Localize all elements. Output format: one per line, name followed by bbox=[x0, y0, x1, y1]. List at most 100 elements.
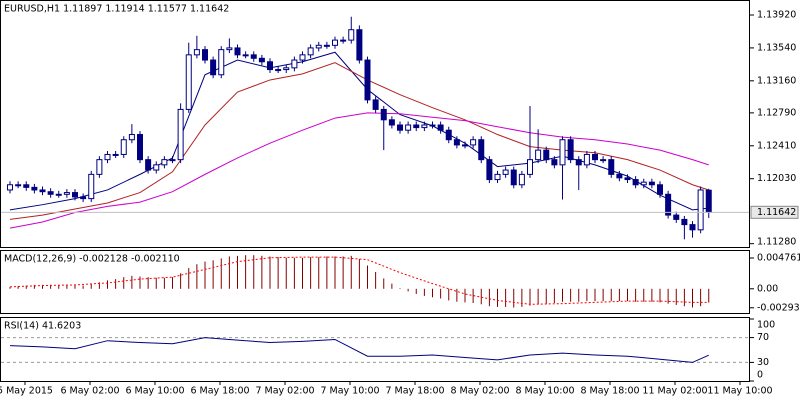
price-panel bbox=[0, 0, 750, 248]
candle-body bbox=[39, 189, 46, 193]
candle-body bbox=[624, 177, 631, 181]
x-tick-label: 11 May 10:00 bbox=[707, 386, 772, 397]
candle-body bbox=[567, 139, 574, 161]
x-tick-label: 7 May 10:00 bbox=[320, 386, 379, 397]
candle-body bbox=[640, 181, 647, 186]
candle-body bbox=[535, 149, 542, 161]
candle-body bbox=[104, 153, 111, 161]
candle-body bbox=[388, 119, 395, 126]
candle-body bbox=[575, 159, 582, 166]
candle-body bbox=[445, 129, 452, 141]
candle-body bbox=[153, 164, 160, 171]
indicator-line bbox=[9, 337, 709, 363]
macd-panel bbox=[0, 250, 750, 314]
candle-body bbox=[543, 149, 550, 161]
candle-body bbox=[486, 159, 493, 181]
y-tick-label: 1.12410 bbox=[757, 140, 796, 151]
y-tick-label: 1.13160 bbox=[757, 75, 796, 86]
candle-body bbox=[405, 124, 412, 131]
rsi-header: RSI(14) 41.6203 bbox=[4, 321, 81, 332]
candle-body bbox=[657, 184, 663, 195]
candle-body bbox=[323, 44, 330, 47]
x-tick-label: 8 May 02:00 bbox=[450, 386, 509, 397]
candle-body bbox=[413, 124, 420, 129]
y-tick-label: 0.004761 bbox=[757, 253, 800, 264]
candle-body bbox=[315, 44, 322, 49]
candle-body bbox=[397, 124, 403, 131]
candle-body bbox=[23, 184, 30, 188]
candle-body bbox=[453, 139, 460, 146]
candle-body bbox=[705, 189, 712, 213]
y-tick-label: 1.11280 bbox=[757, 237, 796, 248]
candle-body bbox=[632, 179, 639, 186]
candle-body bbox=[429, 124, 436, 127]
candle-body bbox=[267, 61, 273, 71]
candle-body bbox=[527, 159, 533, 175]
x-tick-label: 7 May 02:00 bbox=[255, 386, 314, 397]
candle-body bbox=[72, 192, 78, 198]
candle-body bbox=[193, 49, 200, 56]
candle-body bbox=[128, 134, 135, 141]
x-tick-label: 11 May 02:00 bbox=[642, 386, 707, 397]
candle-body bbox=[169, 159, 176, 162]
y-tick-label: 1.13920 bbox=[757, 9, 796, 20]
candle-body bbox=[120, 139, 127, 155]
candle-body bbox=[291, 59, 298, 69]
candle-body bbox=[332, 39, 338, 46]
candle-body bbox=[63, 192, 70, 195]
candle-body bbox=[15, 184, 22, 187]
candle-body bbox=[421, 124, 428, 129]
indicator-line bbox=[9, 112, 709, 229]
candle-body bbox=[340, 39, 347, 42]
candle-body bbox=[218, 49, 225, 76]
current-price-label: 1.11642 bbox=[757, 207, 796, 218]
candle-body bbox=[364, 59, 371, 101]
candle-body bbox=[55, 193, 62, 196]
rsi-panel bbox=[0, 317, 750, 382]
candle-body bbox=[80, 196, 87, 200]
candle-body bbox=[665, 193, 672, 216]
candle-body bbox=[234, 47, 241, 56]
macd-header: MACD(12,26,9) -0.002128 -0.002110 bbox=[4, 254, 180, 265]
x-tick-label: 7 May 18:00 bbox=[385, 386, 444, 397]
candle-body bbox=[583, 153, 590, 166]
candle-body bbox=[145, 159, 152, 171]
candle-body bbox=[559, 139, 566, 166]
candle-body bbox=[112, 153, 119, 156]
candle-body bbox=[494, 173, 501, 181]
candle-body bbox=[462, 144, 468, 147]
y-tick-label: 100 bbox=[757, 320, 775, 331]
candle-body bbox=[616, 173, 623, 179]
candle-body bbox=[161, 159, 168, 166]
candle-body bbox=[307, 47, 314, 56]
x-tick-label: 6 May 10:00 bbox=[125, 386, 184, 397]
candle-body bbox=[600, 159, 607, 162]
candle-body bbox=[648, 181, 655, 186]
candle-body bbox=[502, 169, 509, 175]
candle-body bbox=[470, 139, 477, 146]
y-tick-label: -0.002939 bbox=[757, 302, 800, 313]
indicator-line bbox=[9, 256, 709, 305]
candle-body bbox=[510, 169, 517, 186]
candle-body bbox=[673, 214, 680, 220]
x-tick-label: 6 May 02:00 bbox=[60, 386, 119, 397]
x-tick-label: 8 May 10:00 bbox=[515, 386, 574, 397]
candle-body bbox=[185, 54, 192, 110]
candle-body bbox=[283, 67, 290, 71]
x-tick-label: 8 May 18:00 bbox=[580, 386, 639, 397]
candle-body bbox=[299, 54, 306, 61]
y-tick-label: 0.00 bbox=[757, 283, 778, 294]
candle-body bbox=[210, 59, 217, 76]
x-tick-label: 6 May 18:00 bbox=[190, 386, 249, 397]
y-tick-label: 1.13540 bbox=[757, 42, 796, 53]
candle-body bbox=[689, 224, 696, 231]
current-price-box bbox=[750, 205, 799, 219]
y-tick-label: 1.12790 bbox=[757, 107, 796, 118]
candle-body bbox=[478, 139, 485, 161]
candle-body bbox=[380, 108, 387, 121]
y-tick-label: 1.12030 bbox=[757, 173, 796, 184]
candle-body bbox=[7, 184, 13, 191]
candle-body bbox=[518, 173, 525, 186]
